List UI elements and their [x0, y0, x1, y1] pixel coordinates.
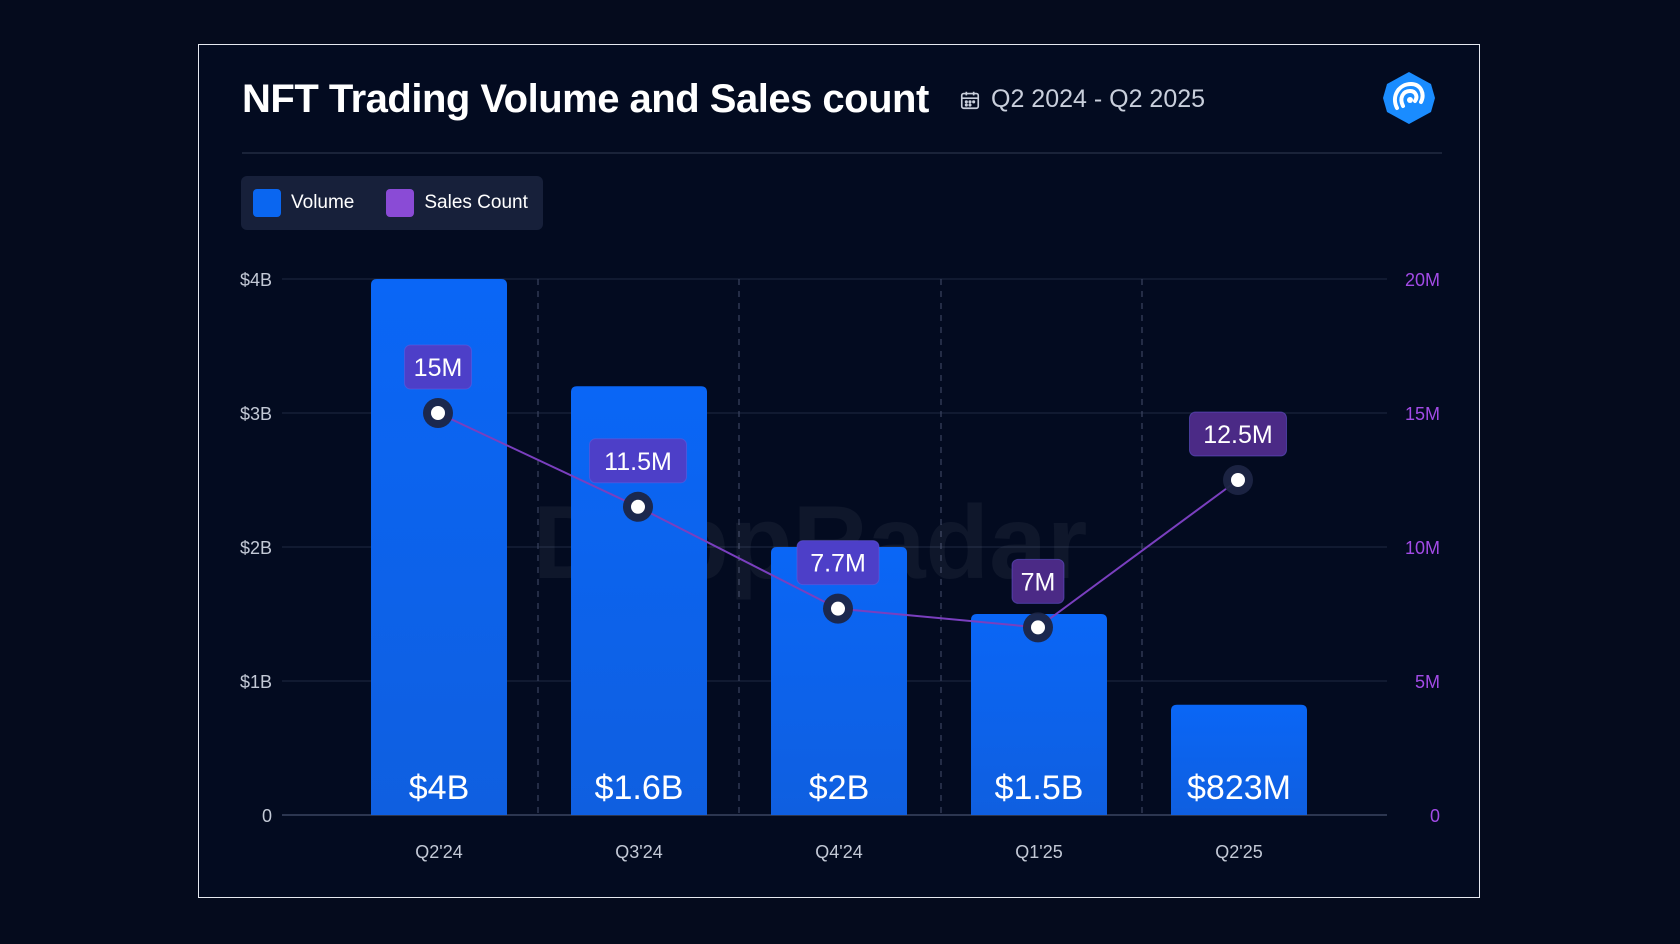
y-left-tick-label: $3B — [240, 404, 272, 424]
sales-count-point[interactable] — [1031, 620, 1045, 635]
volume-bar[interactable] — [971, 614, 1107, 815]
y-left-tick-label: $2B — [240, 538, 272, 558]
volume-bar[interactable] — [371, 279, 507, 815]
sales-count-badge — [589, 438, 687, 484]
sales-count-point[interactable] — [631, 499, 645, 514]
x-tick-label: Q4'24 — [815, 842, 862, 862]
sales-count-label: 11.5M — [604, 448, 672, 476]
legend-label-sales-count: Sales Count — [424, 192, 528, 213]
volume-bar-label: $823M — [1187, 769, 1291, 807]
volume-bar-label: $2B — [809, 769, 870, 807]
volume-bar[interactable] — [1171, 704, 1307, 815]
volume-bar-label: $4B — [409, 769, 470, 807]
sales-count-badge — [1011, 558, 1065, 604]
sales-count-point[interactable] — [431, 406, 445, 420]
volume-bar-label: $1.6B — [595, 769, 684, 807]
date-range: Q2 2024 - Q2 2025 — [959, 85, 1205, 114]
calendar-icon — [960, 91, 980, 109]
legend-item-sales-count[interactable]: Sales Count — [386, 189, 528, 217]
sales-count-point[interactable] — [1231, 473, 1245, 487]
volume-bar[interactable] — [571, 386, 707, 815]
y-right-tick-label: 0 — [1430, 806, 1440, 826]
sales-count-badge — [1189, 411, 1287, 457]
sales-count-label: 7.7M — [810, 550, 866, 578]
x-tick-label: Q2'24 — [415, 842, 462, 862]
x-tick-label: Q2'25 — [1215, 842, 1262, 862]
volume-bar-label: $1.5B — [995, 769, 1084, 807]
legend: Volume Sales Count — [241, 176, 543, 230]
header-divider — [242, 152, 1442, 154]
legend-swatch-volume — [253, 189, 281, 217]
y-left-tick-label: $1B — [240, 672, 272, 692]
x-tick-label: Q3'24 — [615, 842, 662, 862]
date-range-text: Q2 2024 - Q2 2025 — [991, 85, 1206, 113]
y-right-tick-label: 20M — [1405, 270, 1440, 290]
y-right-tick-label: 15M — [1405, 404, 1440, 424]
y-right-tick-label: 10M — [1405, 538, 1440, 558]
legend-label-volume: Volume — [291, 192, 355, 213]
legend-swatch-sales-count — [386, 189, 415, 217]
x-tick-label: Q1'25 — [1015, 842, 1062, 862]
sales-count-badge — [796, 540, 880, 586]
volume-bar[interactable] — [771, 547, 907, 815]
sales-count-label: 15M — [414, 354, 463, 382]
sales-count-point[interactable] — [831, 601, 845, 616]
sales-count-badge — [404, 344, 472, 390]
sales-count-label: 12.5M — [1203, 421, 1272, 449]
legend-item-volume[interactable]: Volume — [253, 189, 354, 217]
y-left-tick-label: $4B — [240, 270, 272, 290]
sales-count-label: 7M — [1021, 568, 1056, 596]
y-right-tick-label: 5M — [1415, 672, 1440, 692]
dappradar-logo-icon — [1383, 72, 1435, 124]
chart-title: NFT Trading Volume and Sales count — [242, 77, 929, 121]
y-left-tick-label: 0 — [262, 806, 272, 826]
